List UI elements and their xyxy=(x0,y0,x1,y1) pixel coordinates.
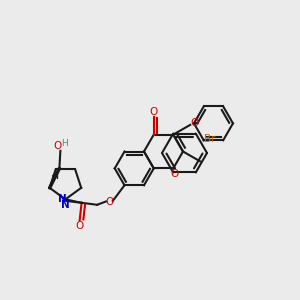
Text: N: N xyxy=(58,194,67,204)
Text: O: O xyxy=(190,118,198,128)
Text: O: O xyxy=(105,197,113,207)
Text: Br: Br xyxy=(204,134,215,144)
Text: O: O xyxy=(53,141,62,151)
Text: O: O xyxy=(170,169,178,179)
Text: N: N xyxy=(61,200,70,210)
Text: O: O xyxy=(76,221,84,231)
Text: H: H xyxy=(61,139,68,148)
Text: O: O xyxy=(150,107,158,117)
